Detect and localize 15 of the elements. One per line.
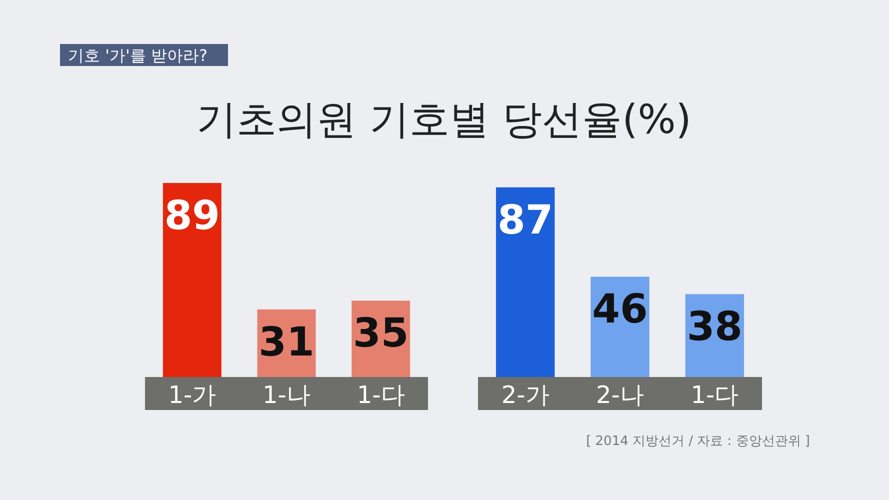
- x-tick-label: 2-가: [501, 381, 550, 409]
- chart-title: 기초의원 기호별 당선율(%): [196, 97, 692, 143]
- x-tick-label: 1-다: [356, 381, 405, 409]
- data-label: 46: [592, 286, 648, 333]
- data-label: 89: [164, 192, 220, 239]
- data-label: 87: [497, 197, 554, 244]
- data-label: 38: [686, 304, 743, 350]
- x-tick-label: 2-나: [596, 381, 644, 409]
- x-tick-label: 1-다: [690, 381, 739, 409]
- x-tick-label: 1-나: [262, 381, 310, 409]
- data-label: 35: [352, 310, 409, 357]
- text: 기호 '가'를 받아라?: [68, 46, 208, 65]
- data-label: 31: [258, 319, 314, 366]
- text: [ 2014 지방선거 / 자료 : 중앙선관위 ]: [586, 434, 810, 449]
- x-tick-label: 1-가: [168, 381, 216, 409]
